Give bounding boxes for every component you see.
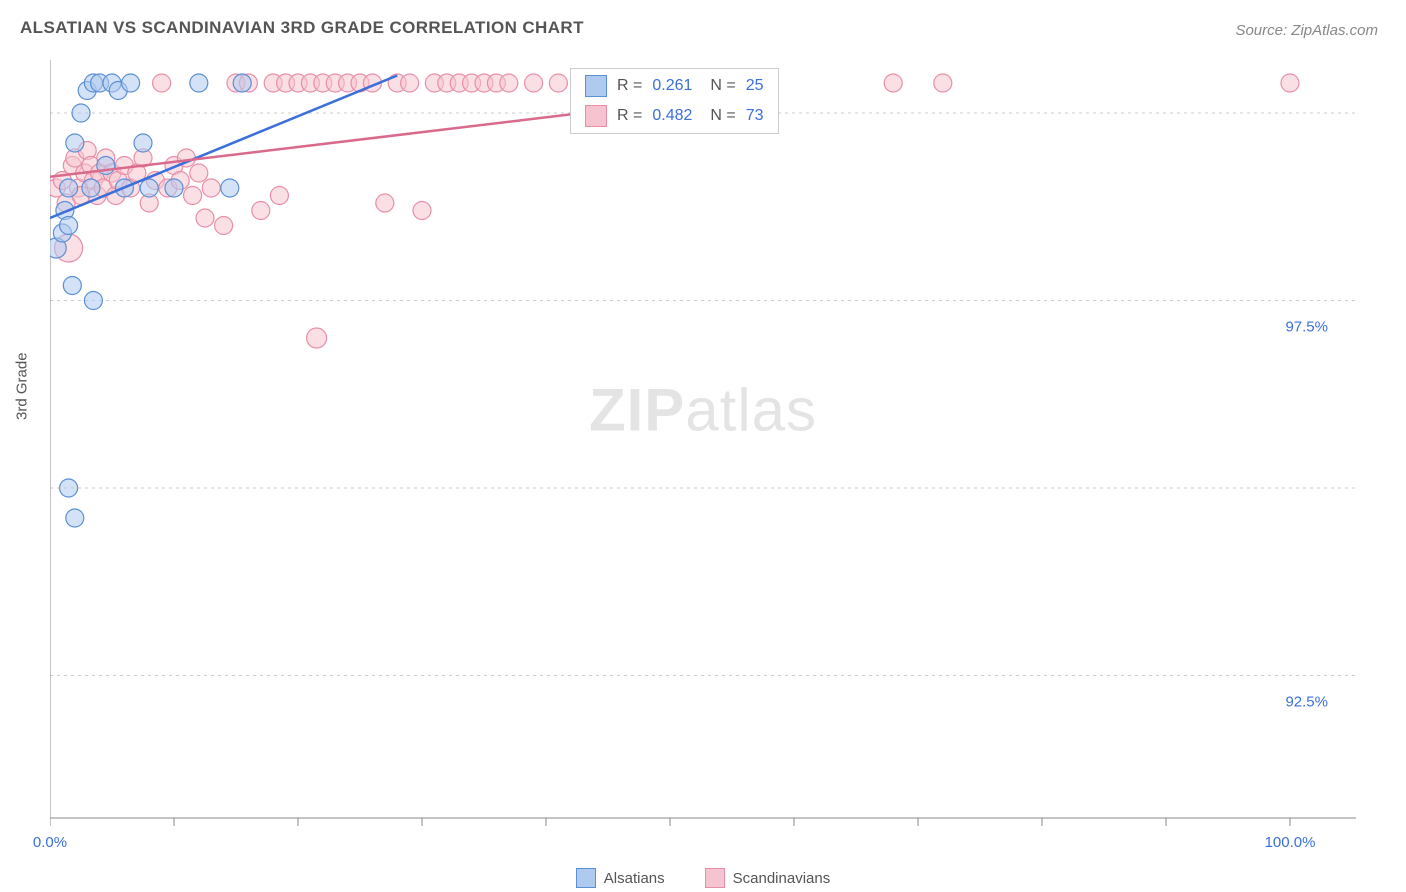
y-tick-label: 97.5% [1285,318,1328,335]
legend-item-pink: Scandinavians [705,868,831,888]
r-label: R = [617,77,642,95]
stats-swatch-pink-icon [585,105,607,127]
chart-area: 92.5% 97.5% [50,60,1356,830]
n-label: N = [710,107,735,125]
n-label: N = [710,77,735,95]
stats-row: R = 0.261 N = 25 [585,75,764,97]
stats-swatch-blue-icon [585,75,607,97]
legend-label: Alsatians [604,870,665,887]
r-value: 0.261 [652,77,692,95]
n-value: 25 [746,77,764,95]
x-tick-label: 100.0% [1265,834,1316,851]
source-credit: Source: ZipAtlas.com [1235,22,1378,39]
bottom-legend: Alsatians Scandinavians [0,868,1406,888]
y-tick-label: 92.5% [1285,693,1328,710]
legend-item-blue: Alsatians [576,868,665,888]
stats-legend-box: R = 0.261 N = 25 R = 0.482 N = 73 [570,68,779,134]
legend-label: Scandinavians [733,870,831,887]
y-axis-title: 3rd Grade [14,352,31,420]
r-label: R = [617,107,642,125]
x-tick-label: 0.0% [33,834,67,851]
chart-title: ALSATIAN VS SCANDINAVIAN 3RD GRADE CORRE… [20,18,584,38]
n-value: 73 [746,107,764,125]
legend-swatch-pink-icon [705,868,725,888]
legend-swatch-blue-icon [576,868,596,888]
scatter-plot [50,60,1356,830]
stats-row: R = 0.482 N = 73 [585,105,764,127]
r-value: 0.482 [652,107,692,125]
